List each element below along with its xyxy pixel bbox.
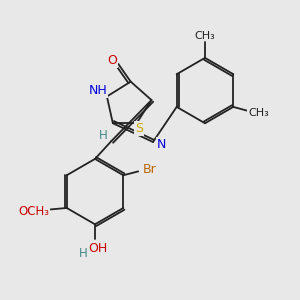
Text: CH₃: CH₃ (248, 108, 269, 118)
Text: OH: OH (88, 242, 107, 256)
Text: CH₃: CH₃ (195, 31, 215, 40)
Text: O: O (107, 54, 117, 67)
Text: H: H (99, 129, 107, 142)
Text: H: H (79, 247, 88, 260)
Text: NH: NH (88, 84, 107, 97)
Text: Br: Br (142, 163, 156, 176)
Text: OCH₃: OCH₃ (19, 205, 50, 218)
Text: S: S (135, 122, 143, 135)
Text: N: N (157, 138, 167, 151)
